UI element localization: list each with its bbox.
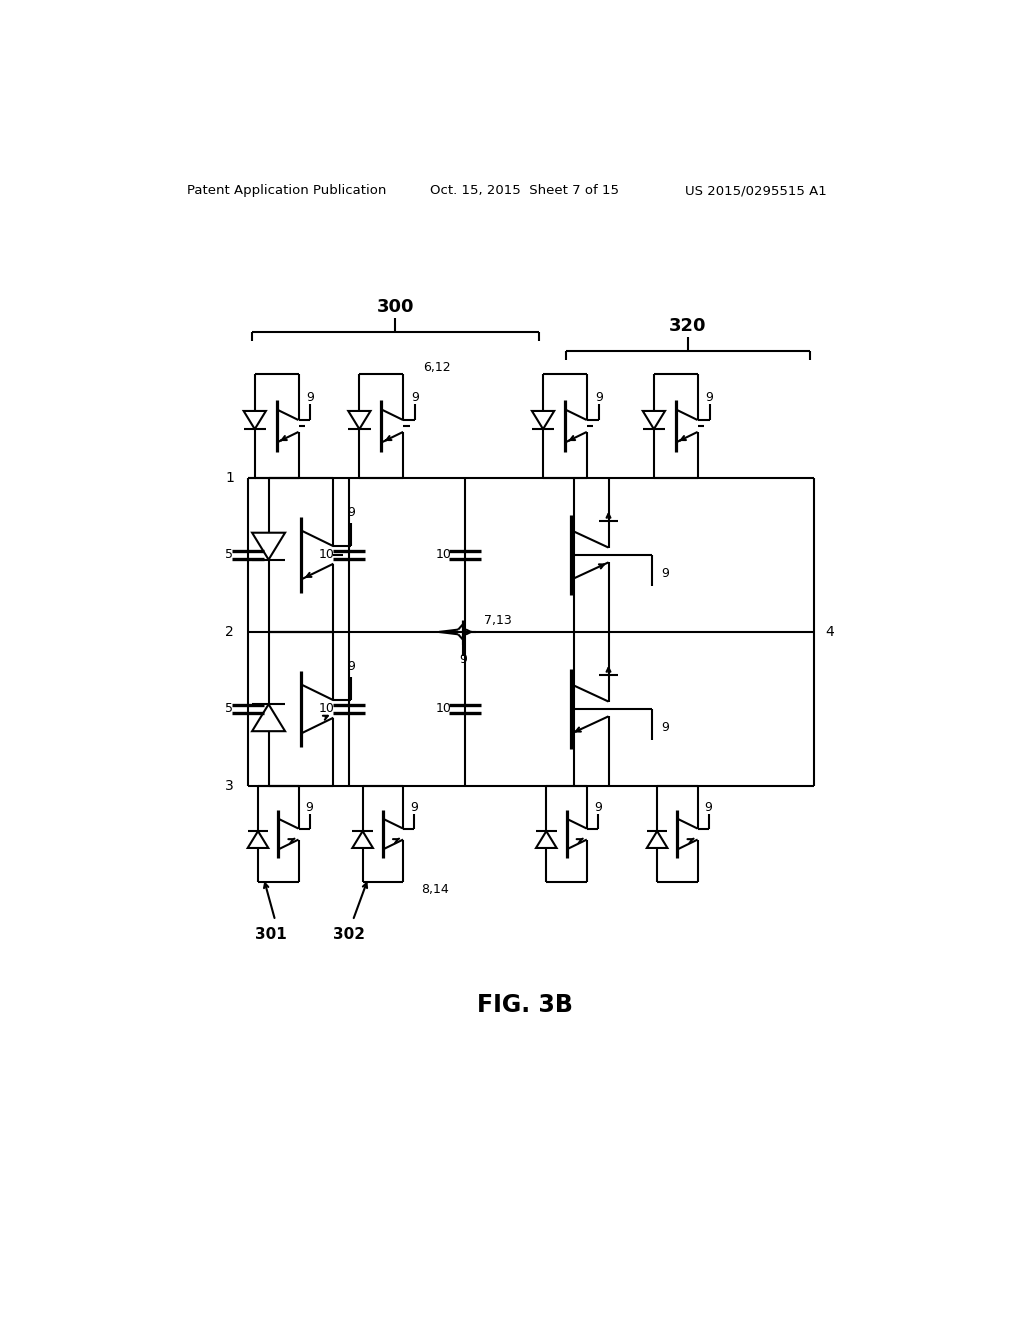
- Text: 4: 4: [825, 624, 835, 639]
- Text: 9: 9: [662, 721, 669, 734]
- Text: 9: 9: [459, 653, 467, 667]
- Text: 9: 9: [347, 507, 355, 519]
- Text: 302: 302: [333, 927, 365, 942]
- Text: 301: 301: [256, 927, 288, 942]
- Text: 9: 9: [705, 801, 713, 814]
- Text: 5: 5: [224, 548, 232, 561]
- Text: 9: 9: [411, 391, 419, 404]
- Text: Patent Application Publication: Patent Application Publication: [187, 185, 387, 197]
- Text: 10: 10: [319, 548, 335, 561]
- Text: 9: 9: [347, 660, 355, 673]
- Text: 9: 9: [706, 391, 714, 404]
- Text: 8,14: 8,14: [422, 883, 450, 896]
- Text: 9: 9: [594, 801, 602, 814]
- Text: 320: 320: [670, 317, 707, 335]
- Text: 9: 9: [411, 801, 418, 814]
- Text: US 2015/0295515 A1: US 2015/0295515 A1: [685, 185, 826, 197]
- Text: 5: 5: [224, 702, 232, 715]
- Text: 9: 9: [595, 391, 603, 404]
- Text: 9: 9: [662, 566, 669, 579]
- Text: 9: 9: [305, 801, 313, 814]
- Text: Oct. 15, 2015  Sheet 7 of 15: Oct. 15, 2015 Sheet 7 of 15: [430, 185, 620, 197]
- Text: 3: 3: [225, 779, 234, 793]
- Text: 2: 2: [225, 624, 234, 639]
- Text: 300: 300: [377, 298, 414, 315]
- Text: 1: 1: [225, 471, 234, 484]
- Text: 7,13: 7,13: [483, 614, 511, 627]
- Text: 9: 9: [306, 391, 314, 404]
- Text: 6,12: 6,12: [423, 362, 451, 375]
- Text: 10: 10: [319, 702, 335, 715]
- Text: 10: 10: [435, 548, 452, 561]
- Text: FIG. 3B: FIG. 3B: [477, 994, 572, 1018]
- Text: 10: 10: [435, 702, 452, 715]
